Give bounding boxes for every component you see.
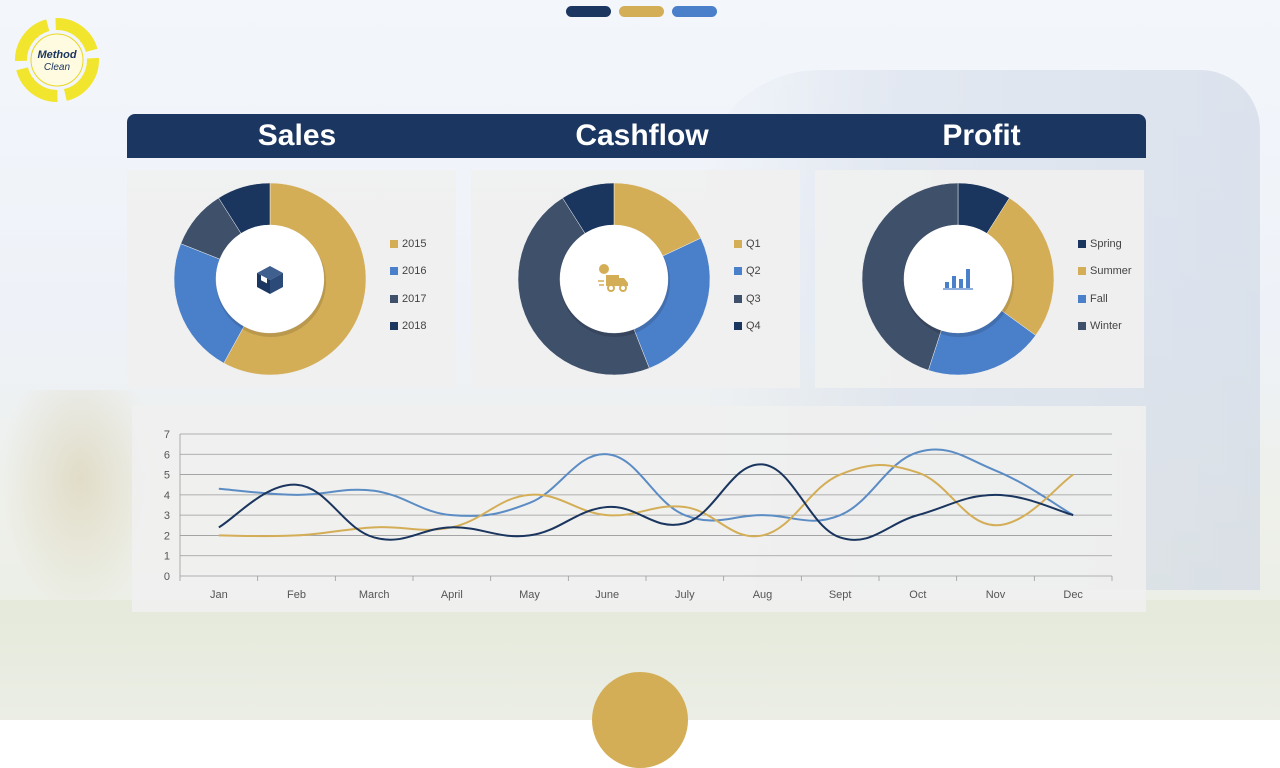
header-bar: Sales Cashflow Profit [127, 114, 1146, 158]
x-tick-label: March [359, 589, 390, 601]
line-chart: 0 1 2 3 4 5 6 7 Jan Feb March April May June July Aug Se… [164, 429, 1113, 601]
legend-item: Q4 [734, 313, 761, 341]
x-tick-label: April [441, 589, 463, 601]
legend-swatch [390, 294, 398, 303]
y-tick-label: 2 [164, 530, 170, 542]
y-tick-label: 1 [164, 551, 170, 563]
legend-label: Q1 [746, 237, 761, 250]
series-line-3 [218, 463, 1074, 541]
logo-text-line2: Clean [44, 62, 71, 73]
donut-chart-sales [173, 182, 367, 376]
legend-item: Q2 [734, 258, 761, 286]
nav-dot-1[interactable] [566, 6, 611, 17]
slice-q4 [562, 182, 615, 234]
legend-item: Q3 [734, 285, 761, 313]
legend-item: 2018 [390, 313, 426, 341]
logo-text-line1: Method [37, 49, 76, 61]
legend-swatch [1078, 239, 1086, 248]
y-tick-label: 6 [164, 449, 170, 461]
y-tick-label: 7 [164, 429, 170, 441]
legend-item: 2017 [390, 285, 426, 313]
x-tick-label: Jan [210, 589, 228, 601]
legend-item: Q1 [734, 230, 761, 258]
header-profit: Profit [942, 119, 1021, 152]
legend-swatch [1078, 294, 1086, 303]
header-sales: Sales [257, 119, 337, 152]
header-cashflow: Cashflow [575, 119, 709, 152]
legend-swatch [390, 239, 398, 248]
legend-item: Fall [1078, 285, 1132, 313]
slice-2018 [218, 182, 271, 234]
x-tick-label: Dec [1063, 589, 1083, 601]
nav-dot-2[interactable] [619, 6, 664, 17]
x-tick-label: June [595, 589, 619, 601]
series-line-2 [218, 464, 1074, 538]
legend-swatch [734, 322, 742, 331]
x-tick-label: Aug [753, 589, 773, 601]
legend-label: 2016 [402, 265, 427, 278]
legend-label: Q3 [746, 292, 761, 305]
x-tick-label: July [675, 589, 695, 601]
legend-label: Q4 [746, 320, 761, 333]
method-clean-logo: Method Clean [15, 18, 99, 102]
legend-label: Fall [1090, 292, 1108, 305]
legend-label: Summer [1090, 265, 1132, 278]
legend-label: 2018 [402, 320, 427, 333]
legend-item: 2015 [390, 230, 426, 258]
legend-item: Spring [1078, 230, 1132, 258]
legend-swatch [390, 267, 398, 276]
legend-label: Spring [1090, 237, 1122, 250]
legend-item: Winter [1078, 313, 1132, 341]
legend-cashflow: Q1 Q2 Q3 Q4 [734, 230, 761, 340]
legend-swatch [734, 294, 742, 303]
delivery-truck-icon [598, 264, 628, 292]
slide-nav-dots [566, 6, 717, 17]
legend-item: 2016 [390, 258, 426, 286]
legend-item: Summer [1078, 258, 1132, 286]
donut-chart-cashflow [517, 182, 711, 376]
y-tick-label: 0 [164, 571, 170, 583]
donut-hole [904, 225, 1012, 333]
legend-swatch [734, 239, 742, 248]
x-tick-label: Feb [287, 589, 306, 601]
nav-dot-3[interactable] [672, 6, 717, 17]
bar-chart-icon [943, 269, 973, 290]
donut-chart-profit [861, 182, 1055, 376]
legend-swatch [1078, 267, 1086, 276]
y-tick-label: 3 [164, 510, 170, 522]
legend-swatch [390, 322, 398, 331]
legend-sales: 2015 2016 2017 2018 [390, 230, 426, 340]
x-tick-label: Oct [909, 589, 926, 601]
monthly-line-chart-panel: 0 1 2 3 4 5 6 7 Jan Feb March April May June July Aug Se… [132, 406, 1146, 612]
legend-label: Winter [1090, 320, 1122, 333]
box-icon [257, 266, 283, 294]
y-tick-label: 5 [164, 470, 170, 482]
x-tick-label: Sept [829, 589, 852, 601]
x-tick-label: May [519, 589, 540, 601]
profit-donut-panel: Spring Summer Fall Winter [815, 170, 1144, 388]
legend-label: 2015 [402, 237, 427, 250]
series-line-1 [218, 448, 1074, 522]
decorative-circle [592, 672, 688, 768]
legend-label: Q2 [746, 265, 761, 278]
legend-swatch [734, 267, 742, 276]
legend-swatch [1078, 322, 1086, 331]
x-tick-label: Nov [986, 589, 1006, 601]
legend-profit: Spring Summer Fall Winter [1078, 230, 1132, 340]
y-tick-label: 4 [164, 490, 170, 502]
legend-label: 2017 [402, 292, 427, 305]
sales-donut-panel: 2015 2016 2017 2018 [127, 170, 456, 388]
cashflow-donut-panel: Q1 Q2 Q3 Q4 [471, 170, 800, 388]
